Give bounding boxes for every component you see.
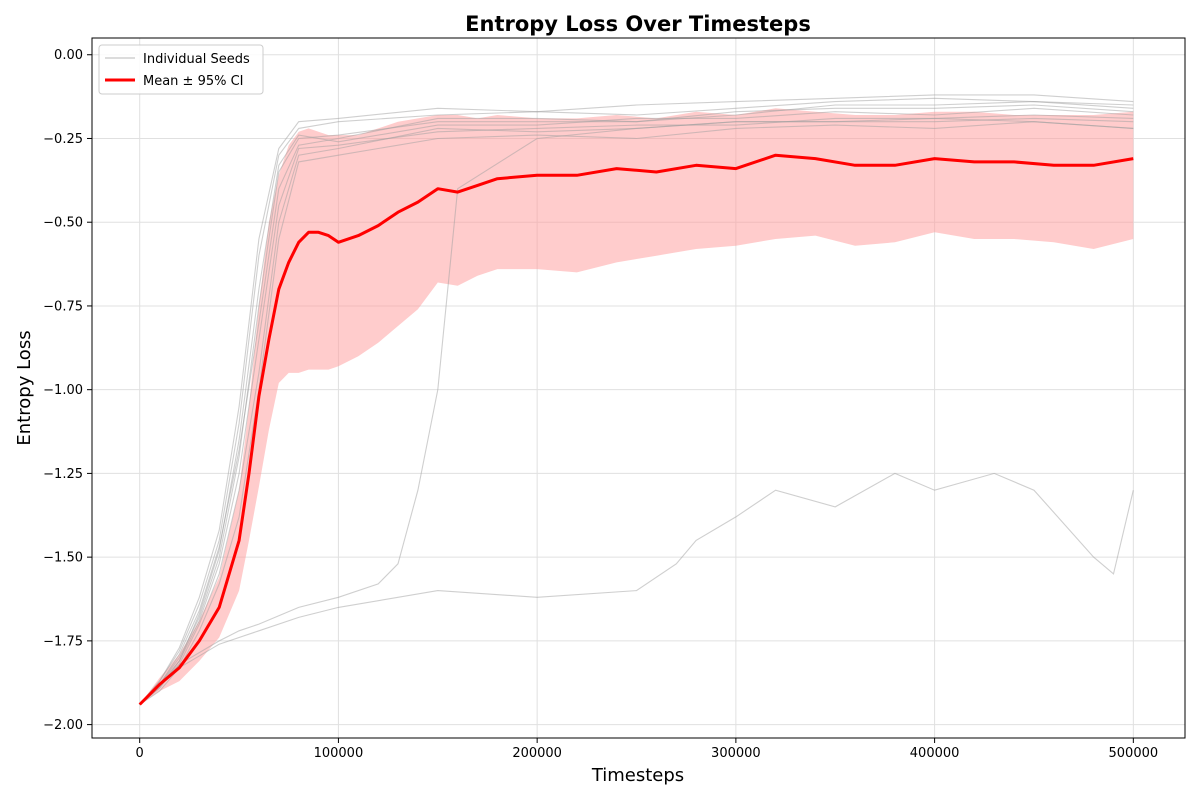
x-tick-label: 500000	[1109, 746, 1159, 761]
seed-line-1	[139, 101, 1134, 705]
x-axis-title: Timesteps	[591, 765, 684, 786]
y-tick-label: −0.25	[43, 132, 83, 147]
chart-title: Entropy Loss Over Timesteps	[465, 12, 811, 36]
y-tick-label: 0.00	[54, 48, 83, 63]
plot-frame	[91, 37, 1186, 739]
seed-line-6	[139, 104, 1134, 705]
x-tick-label: 400000	[910, 746, 960, 761]
seed-line-7	[139, 114, 1134, 705]
seed-line-8	[139, 94, 1134, 705]
mean-line-group	[138, 153, 1134, 706]
x-tick-label: 0	[136, 746, 144, 761]
ci-band-area	[139, 108, 1134, 705]
y-tick-label: −2.00	[43, 718, 83, 733]
seed-lines	[139, 94, 1134, 705]
legend-mean-label: Mean ± 95% CI	[143, 74, 244, 89]
legend-seed-label: Individual Seeds	[143, 52, 250, 67]
y-tick-label: −1.00	[43, 383, 83, 398]
seed-line-2	[139, 97, 1134, 705]
seed-line-5	[139, 121, 1134, 705]
y-tick-label: −1.75	[43, 634, 83, 649]
y-axis-title: Entropy Loss	[14, 330, 35, 445]
confidence-band	[139, 108, 1134, 705]
x-tick-label: 300000	[711, 746, 761, 761]
x-tick-label: 100000	[314, 746, 364, 761]
y-tick-label: −0.50	[43, 216, 83, 231]
x-tick-label: 200000	[512, 746, 562, 761]
seed-line-9	[139, 117, 1134, 705]
seed-line-4	[139, 107, 1134, 705]
x-axis-ticks: 0 100000 200000 300000 400000 500000	[136, 738, 1159, 761]
y-tick-label: −1.25	[43, 467, 83, 482]
y-axis-ticks: 0.00 −0.25 −0.50 −0.75 −1.00 −1.25 −1.50 −1.75 −…	[43, 48, 92, 733]
legend-box	[98, 44, 264, 95]
legend: Individual Seeds Mean ± 95% CI	[98, 44, 264, 95]
y-tick-label: −1.50	[43, 551, 83, 566]
y-tick-label: −0.75	[43, 299, 83, 314]
seed-line-10	[139, 472, 1134, 705]
mean-line	[138, 153, 1134, 706]
